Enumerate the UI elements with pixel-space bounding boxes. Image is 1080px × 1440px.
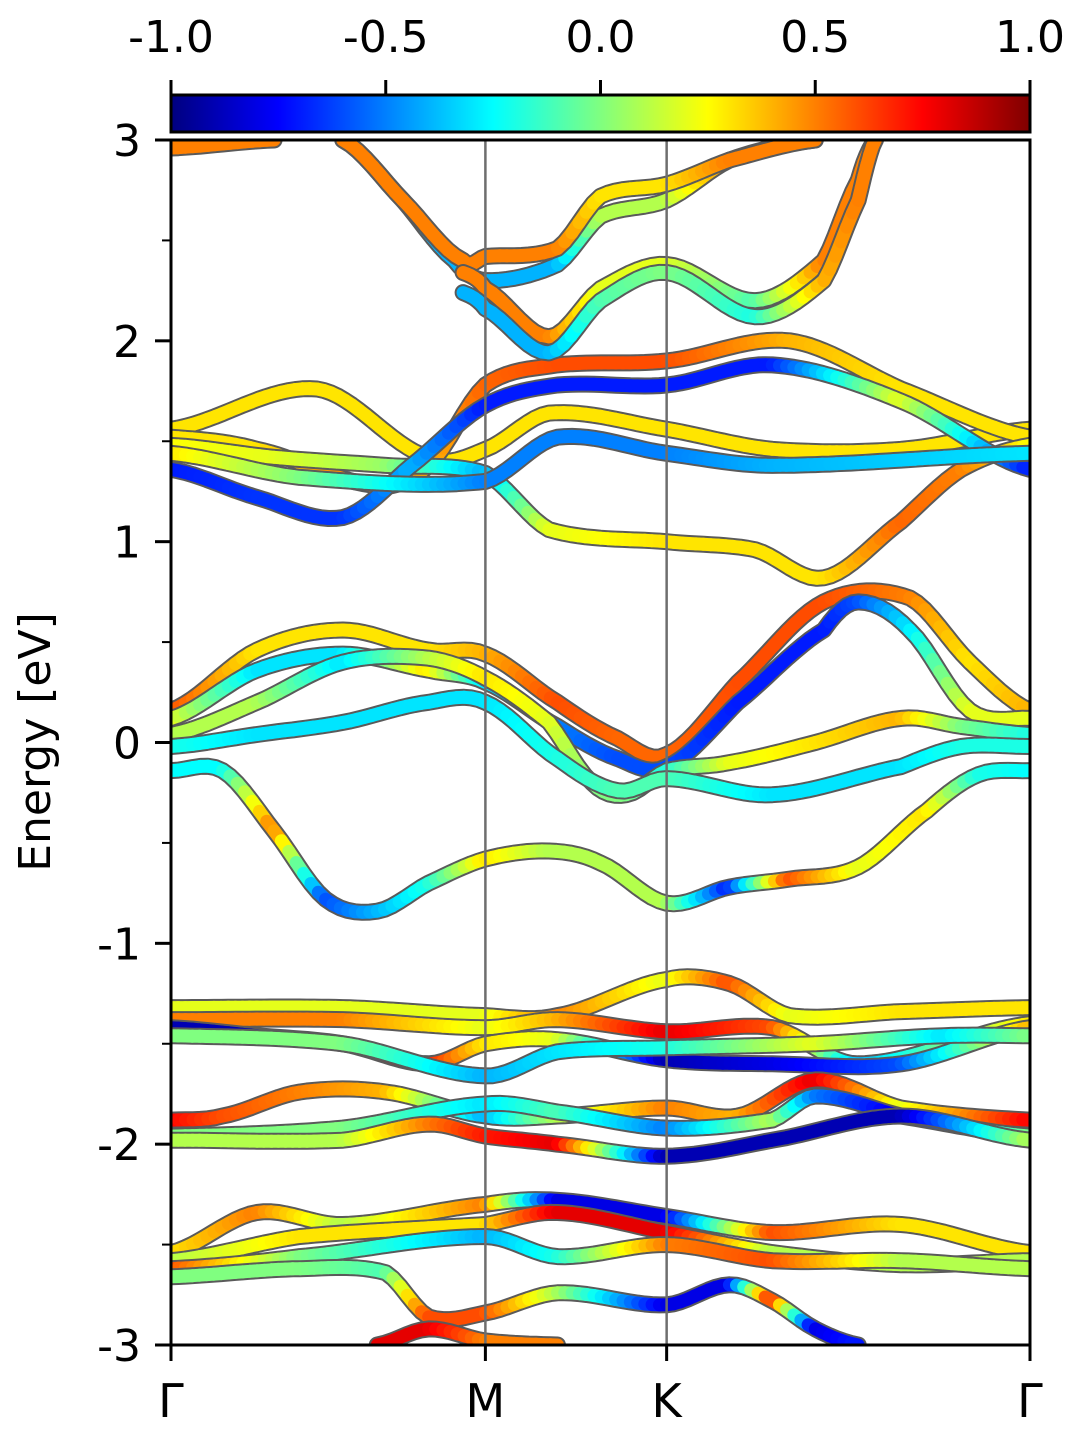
x-tick-label: K [652, 1374, 684, 1428]
colorbar-tick-label: -1.0 [128, 12, 214, 63]
x-tick-label: Γ [1017, 1374, 1043, 1428]
y-tick-label: 0 [113, 719, 141, 770]
y-axis: -3 -2 -1 0 1 2 3 [97, 116, 171, 1372]
band-9 [171, 757, 1030, 921]
band-21 [171, 1107, 1030, 1165]
y-tick-label: 1 [113, 518, 141, 569]
band-22 [171, 1191, 1030, 1262]
band-outline [454, 140, 884, 346]
band-4 [171, 427, 1030, 493]
band-26 [368, 1320, 566, 1345]
y-tick-label: -2 [97, 1120, 141, 1171]
y-tick-label: -3 [97, 1321, 141, 1372]
band-18 [171, 1026, 1030, 1085]
x-tick-label: M [466, 1374, 506, 1428]
band-12 [334, 140, 824, 273]
colorbar-tick-label: -0.5 [343, 12, 429, 63]
colorbar: -1.0 -0.5 0.0 0.5 1.0 [128, 12, 1065, 134]
y-tick-label: 2 [113, 317, 141, 368]
colorbar-ticks: -1.0 -0.5 0.0 0.5 1.0 [128, 12, 1065, 95]
x-tick-label: Γ [158, 1374, 184, 1428]
band-8 [171, 688, 1030, 804]
y-tick-label: 3 [113, 116, 141, 167]
bands [171, 140, 1030, 1345]
band-14 [454, 140, 884, 362]
band-5 [171, 582, 1030, 766]
y-tick-label: -1 [97, 919, 141, 970]
colorbar-gradient [169, 93, 1032, 134]
colorbar-tick-label: 1.0 [995, 12, 1065, 63]
y-axis-label: Energy [eV] [10, 612, 61, 872]
colorbar-tick-label: 0.0 [566, 12, 636, 63]
band-25 [171, 1258, 867, 1345]
band-13 [454, 140, 884, 346]
band-24 [171, 1228, 1030, 1278]
high-symmetry-lines [484, 140, 668, 1345]
colorbar-tick-label: 0.5 [780, 12, 850, 63]
